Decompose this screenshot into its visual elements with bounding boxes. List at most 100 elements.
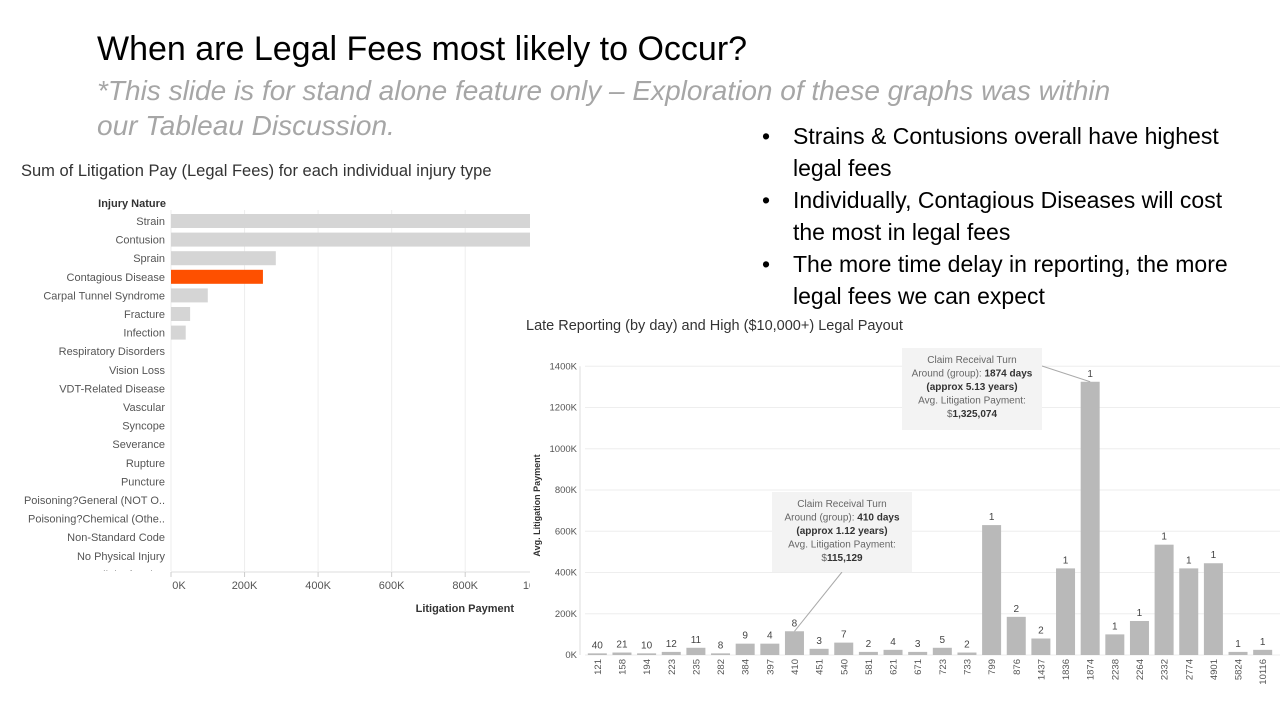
x-tick-label: 2332 [1160,659,1171,680]
bar [171,325,186,340]
category-label: Myocardial Infarction [64,569,166,581]
bar [735,643,755,655]
y-tick-label: 800K [555,485,578,496]
count-label: 2 [964,640,970,651]
category-label: Non-Standard Code [67,532,165,544]
x-tick-label: 2264 [1135,659,1146,680]
count-label: 1 [1186,555,1192,566]
annotation-text: Around (group): 410 days [784,513,900,524]
count-label: 1 [1112,621,1118,632]
injury-chart-title: Sum of Litigation Pay (Legal Fees) for e… [21,162,492,180]
category-header: Injury Nature [98,198,166,210]
bar [661,651,681,655]
category-label: Vascular [123,402,165,414]
count-label: 2 [1013,604,1019,615]
category-label: Contusion [115,235,165,247]
annotation-box [902,348,1042,430]
count-label: 1 [1137,608,1143,619]
count-label: 1 [1161,532,1167,543]
bar [711,653,731,655]
x-tick-label: 194 [642,659,653,675]
x-tick-label: 235 [691,659,702,675]
category-label: Syncope [122,421,165,433]
y-tick-label: 600K [555,526,578,537]
bar [1056,568,1076,655]
annotation-text: Claim Receival Turn [927,355,1016,366]
count-label: 3 [915,639,921,650]
y-tick-label: 1000K [550,444,578,455]
x-tick-label: 600K [379,580,405,592]
x-tick-label: 0K [172,580,186,592]
count-label: 12 [666,639,678,650]
category-label: No Physical Injury [77,551,166,563]
x-tick-label: 282 [716,659,727,675]
key-findings-list: Strains & Contusions overall have highes… [760,120,1230,312]
x-tick-label: 1836 [1061,659,1072,680]
count-label: 10 [641,640,653,651]
x-tick-label: 384 [741,659,752,675]
bar [1105,634,1125,655]
annotation-text: Claim Receival Turn [797,499,886,510]
category-label: Vision Loss [109,365,166,377]
x-tick-label: 621 [889,659,900,675]
y-tick-label: 200K [555,609,578,620]
category-label: Contagious Disease [67,272,165,284]
category-label: Sprain [133,253,165,265]
annotation-text: Avg. Litigation Payment: [918,396,1026,407]
annotation-box [772,492,912,572]
x-tick-label: 223 [667,659,678,675]
count-label: 4 [890,637,896,648]
category-label: Fracture [124,309,165,321]
x-tick-label: 400K [305,580,331,592]
x-tick-label: 800K [452,580,478,592]
x-tick-label: 540 [839,659,850,675]
y-tick-label: 1400K [550,361,578,372]
bar [784,631,804,655]
y-tick-label: 1200K [550,403,578,414]
y-tick-label: 400K [555,568,578,579]
y-axis-title: Avg. Litigation Payment [532,454,542,556]
x-tick-label: 733 [962,659,973,675]
x-tick-label: 581 [864,659,875,675]
bar [1031,638,1051,655]
x-tick-label: 1874 [1086,659,1097,680]
late-reporting-bar-chart: 0K 200K 400K 600K 800K 1000K 1200K 1400K Avg. Li… [532,348,1280,685]
x-tick-label: 158 [617,659,628,675]
count-label: 5 [940,635,946,646]
count-label: 8 [718,640,724,651]
count-label: 21 [616,640,628,651]
annotation-text: (approx 1.12 years) [796,526,887,537]
x-tick-label: 2774 [1184,659,1195,680]
count-label: 8 [792,618,798,629]
bar [171,269,263,284]
bar [1228,651,1248,655]
bar [809,648,829,655]
bar [686,647,706,655]
bar [858,651,878,655]
x-tick-label: 4901 [1209,659,1220,680]
bar [883,649,903,655]
plot-area: Strain Contusion Sprain Contagious Disease C… [24,210,530,581]
category-label: Strain [136,216,165,228]
x-tick-label: 200K [232,580,258,592]
x-tick-label: 723 [938,659,949,675]
x-tick-label: 121 [593,659,604,675]
bar [1154,544,1174,655]
x-tick-label: 5824 [1234,659,1245,680]
category-label: Severance [112,439,165,451]
annotation-text: $1,325,074 [947,409,997,420]
bar [612,652,632,655]
annotation-text: (approx 5.13 years) [926,382,1017,393]
annotation-text: Avg. Litigation Payment: [788,540,896,551]
bar [982,525,1002,655]
category-label: VDT-Related Disease [59,383,165,395]
count-label: 3 [816,636,822,647]
x-tick-label: 1437 [1036,659,1047,680]
bar [1253,649,1273,655]
count-label: 1 [1063,555,1069,566]
x-tick-label: 451 [815,659,826,675]
count-label: 4 [767,631,773,642]
bar [1080,381,1100,655]
bar [1179,568,1199,655]
category-label: Poisoning?Chemical (Othe.. [28,514,165,526]
